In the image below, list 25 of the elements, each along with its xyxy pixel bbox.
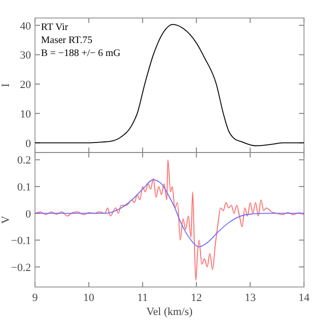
y-tick-label: 0.1 xyxy=(17,182,31,194)
y-axis-title: I xyxy=(0,83,12,88)
y-tick-label: 10 xyxy=(20,108,32,120)
y-tick-label: 20 xyxy=(20,79,32,92)
annotation: RT Vir xyxy=(41,22,69,33)
x-tick-label: 10 xyxy=(83,292,95,304)
line-series xyxy=(34,24,304,146)
y-tick-label: 0 xyxy=(26,208,32,220)
y-tick-label: 0.2 xyxy=(17,154,31,167)
y-tick-label: 0 xyxy=(26,138,32,150)
x-axis-title: Vel (km/s) xyxy=(146,306,193,318)
x-tick-label: 11 xyxy=(137,292,148,304)
x-tick-label: 13 xyxy=(244,292,256,304)
annotation: B = −188 +/− 6 mG xyxy=(41,48,121,59)
line-series xyxy=(34,159,304,281)
y-axis-title: V xyxy=(0,216,12,224)
x-tick-label: 14 xyxy=(298,292,310,304)
x-tick-label: 12 xyxy=(190,292,202,304)
x-tick-label: 9 xyxy=(32,292,38,304)
line-series xyxy=(34,179,304,248)
annotation: Maser RT.75 xyxy=(41,35,92,46)
y-tick-label: −0.1 xyxy=(11,235,31,248)
y-tick-label: 30 xyxy=(20,50,32,62)
y-tick-label: −0.2 xyxy=(11,262,31,274)
y-tick-label: 40 xyxy=(20,20,32,32)
